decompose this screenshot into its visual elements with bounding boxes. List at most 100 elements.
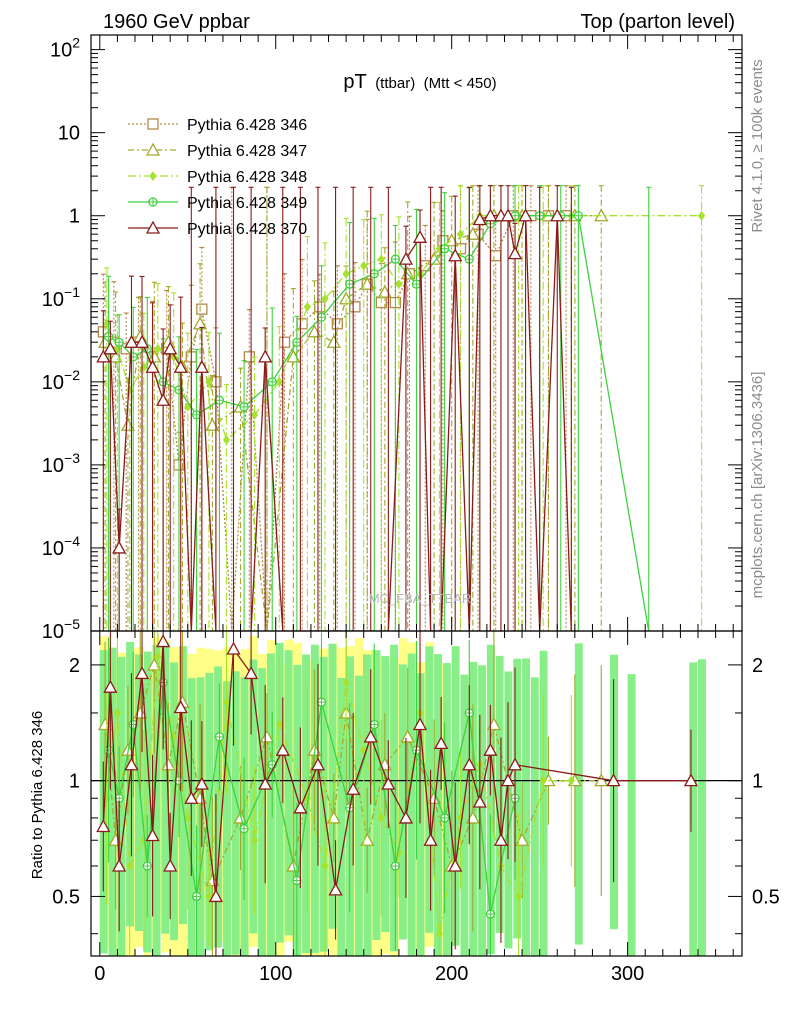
data-point (518, 208, 533, 222)
data-point (103, 341, 118, 355)
y-tick-label: 10−2 (42, 367, 80, 394)
ratio-band-green (258, 668, 267, 956)
ratio-data-point (316, 697, 327, 707)
x-tick-label: 200 (435, 963, 468, 985)
ratio-data-point (369, 719, 379, 730)
data-point (114, 337, 124, 347)
data-point (258, 349, 273, 363)
ratio-data-point (462, 757, 477, 771)
data-point (303, 302, 312, 312)
mcplots-label: mcplots.cern.ch [arXiv:1306.3436] (749, 372, 766, 599)
ratio-band-green (249, 659, 258, 934)
data-point (163, 341, 178, 355)
ratio-data-point (259, 729, 275, 743)
y-tick-label: 10−4 (42, 533, 80, 560)
ratio-data-point (239, 824, 249, 834)
data-point (344, 279, 355, 289)
ratio-band-green (302, 654, 311, 954)
ratio-data-point (208, 889, 224, 903)
data-point (154, 343, 162, 354)
x-tick-label: 300 (611, 963, 644, 985)
ratio-data-point (140, 835, 148, 846)
legend-item: Pythia 6.428 347 (128, 142, 307, 160)
ratio-data-point (163, 858, 178, 872)
ratio-data-point (440, 813, 450, 823)
data-point (251, 410, 259, 420)
ratio-data-point (184, 790, 199, 804)
data-point (490, 250, 502, 262)
ratio-data-point (423, 832, 438, 846)
legend-marker (149, 171, 157, 181)
data-point (145, 359, 160, 373)
ratio-data-point (539, 775, 547, 786)
ratio-band-green (284, 650, 293, 936)
data-point (390, 254, 401, 264)
series-pythia-6-428-346 (97, 185, 572, 631)
ratio-data-point (191, 891, 202, 902)
ratio-band-green (574, 643, 583, 945)
header-left-label: 1960 GeV ppbar (103, 11, 250, 33)
data-point (191, 410, 202, 420)
ratio-band-green (398, 664, 407, 940)
ratio-y-tick-label-right: 0.5 (752, 886, 780, 908)
ratio-data-point (145, 828, 160, 842)
ratio-band-green (161, 642, 170, 934)
legend-item: Pythia 6.428 370 (128, 220, 307, 238)
y-tick-label: 10−3 (42, 450, 80, 477)
ratio-data-point (126, 861, 134, 871)
data-point (395, 279, 403, 289)
data-point (321, 293, 329, 304)
ratio-y-tick-label-right: 1 (752, 771, 763, 793)
ratio-data-point (292, 875, 302, 886)
ratio-ylabel: Ratio to Pythia 6.428 346 (29, 711, 46, 879)
legend-marker (145, 142, 161, 156)
y-tick-label: 10−1 (42, 284, 80, 311)
legend-label: Pythia 6.428 370 (187, 221, 307, 238)
data-point (239, 402, 249, 412)
data-point (278, 336, 291, 348)
ratio-band-green (337, 677, 346, 956)
ratio-data-point (244, 666, 259, 680)
data-point (377, 254, 385, 264)
data-point (205, 377, 213, 387)
ratio-y-tick-label-left: 0.5 (52, 886, 80, 908)
ratio-band-green (530, 677, 539, 956)
data-point (307, 324, 322, 338)
data-point (411, 279, 422, 289)
ratio-data-point (124, 757, 139, 771)
x-tick-label: 0 (94, 963, 105, 985)
ratio-data-point (377, 813, 385, 823)
data-point (398, 251, 414, 265)
ratio-data-point (328, 882, 343, 896)
data-point (326, 334, 341, 348)
ratio-data-point (485, 909, 496, 919)
ratio-data-point (434, 736, 449, 750)
ratio-data-point (194, 776, 209, 790)
ratio-data-point (184, 813, 192, 823)
data-point (292, 337, 302, 347)
ratio-data-point (507, 757, 523, 771)
plot-title: pT (ttbar) (Mtt < 450) (343, 71, 496, 93)
ratio-data-point (594, 773, 609, 787)
legend-label: Pythia 6.428 349 (187, 195, 307, 212)
ratio-band-green (143, 651, 152, 953)
header-right-label: Top (parton level) (580, 11, 735, 33)
data-point (456, 229, 465, 239)
ratio-data-point (400, 729, 415, 743)
ratio-data-point (398, 810, 414, 824)
data-point (192, 316, 208, 330)
ratio-data-point (493, 832, 509, 846)
legend-marker (145, 220, 161, 234)
data-point (412, 229, 428, 243)
data-point (134, 334, 150, 348)
data-point (173, 359, 188, 373)
ratio-series-line (104, 664, 602, 883)
ratio-band-green (134, 654, 143, 932)
legend-label: Pythia 6.428 347 (187, 143, 307, 160)
ratio-data-point (258, 776, 273, 790)
ratio-band-green (214, 666, 223, 948)
plot-title-sub1: (ttbar) (375, 75, 415, 92)
ratio-data-point (390, 861, 401, 871)
data-point (275, 377, 283, 387)
data-point (112, 540, 127, 554)
